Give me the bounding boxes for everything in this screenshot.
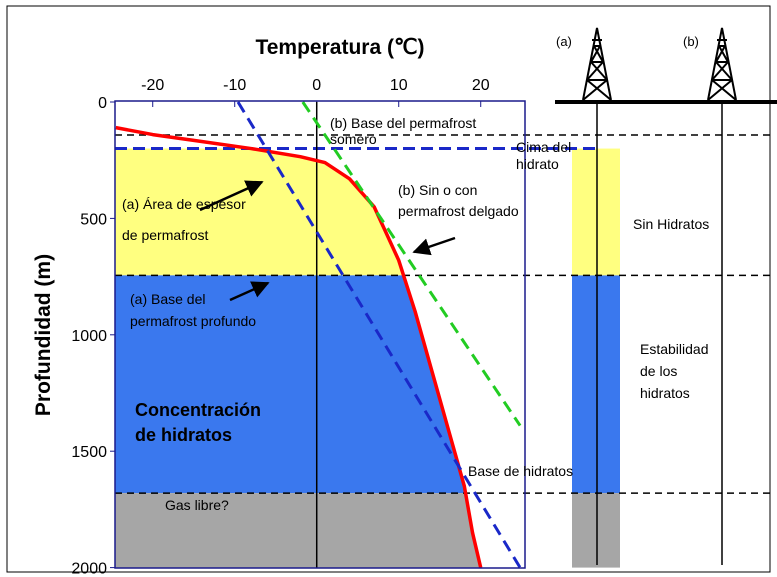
x-tick-label: 10 [390, 77, 408, 94]
arrow [199, 180, 264, 212]
y-axis-label: Profundidad (m) [32, 254, 55, 416]
derrick-a [582, 27, 612, 101]
annotation: (a) Base del [130, 291, 205, 307]
x-tick-label: -20 [141, 77, 164, 94]
annotation: (b) Base del permafrost [330, 115, 476, 131]
zone [115, 493, 481, 568]
annotation: de hidratos [135, 425, 232, 445]
annotation: permafrost delgado [398, 203, 519, 219]
series-line [236, 101, 522, 569]
annotation: de permafrost [122, 227, 208, 243]
y-tick-label: 1500 [71, 444, 107, 461]
x-tick-label: 20 [472, 77, 490, 94]
arrow [229, 281, 270, 302]
annotation: Cima del [516, 139, 571, 155]
frame [6, 5, 771, 573]
annotation: Concentración [135, 400, 261, 420]
ticks: -20 -10 0 10 20 0 500 1000 1500 2000 [71, 77, 489, 577]
zone-column [572, 493, 620, 568]
annotation: (b) Sin o con [398, 182, 477, 198]
chart-title: Temperatura (℃) [255, 36, 424, 59]
y-tick-label: 500 [80, 211, 107, 228]
x-tick-label: -10 [223, 77, 246, 94]
well-label: (b) [683, 34, 699, 49]
annotation: somero [330, 131, 377, 147]
zone [115, 275, 466, 494]
lines [115, 101, 522, 569]
x-tick-label: 0 [312, 77, 321, 94]
arrow [412, 236, 456, 256]
annotation: Base de hidratos [468, 463, 573, 479]
annotation: hidrato [516, 156, 559, 172]
zones [115, 148, 620, 568]
zone-column [572, 275, 620, 494]
well-label: (a) [556, 34, 572, 49]
y-tick-label: 0 [98, 95, 107, 112]
zone [115, 148, 404, 276]
y-tick-label: 2000 [71, 561, 107, 577]
y-tick-label: 1000 [71, 328, 107, 345]
annotation: (a) Área de espesor [122, 196, 246, 212]
reference-lines [115, 134, 770, 494]
derrick-b [707, 27, 737, 101]
plot-frame [114, 100, 526, 569]
annotation: Gas libre? [165, 497, 229, 513]
series-line [301, 101, 522, 427]
annotation: hidratos [640, 385, 690, 401]
annotation: Estabilidad [640, 341, 709, 357]
annotation: Sin Hidratos [633, 216, 709, 232]
annotation: permafrost profundo [130, 313, 256, 329]
zone-column [572, 148, 620, 276]
annotation: de los [640, 363, 677, 379]
